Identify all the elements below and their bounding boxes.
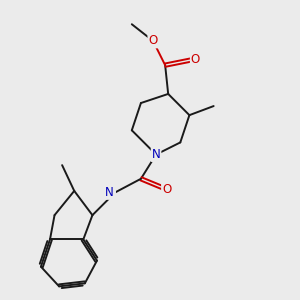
Text: O: O <box>162 183 171 196</box>
Text: O: O <box>148 34 158 47</box>
Text: O: O <box>191 52 200 66</box>
Text: N: N <box>152 148 161 161</box>
Text: H: H <box>107 188 115 197</box>
Text: N: N <box>105 186 114 199</box>
